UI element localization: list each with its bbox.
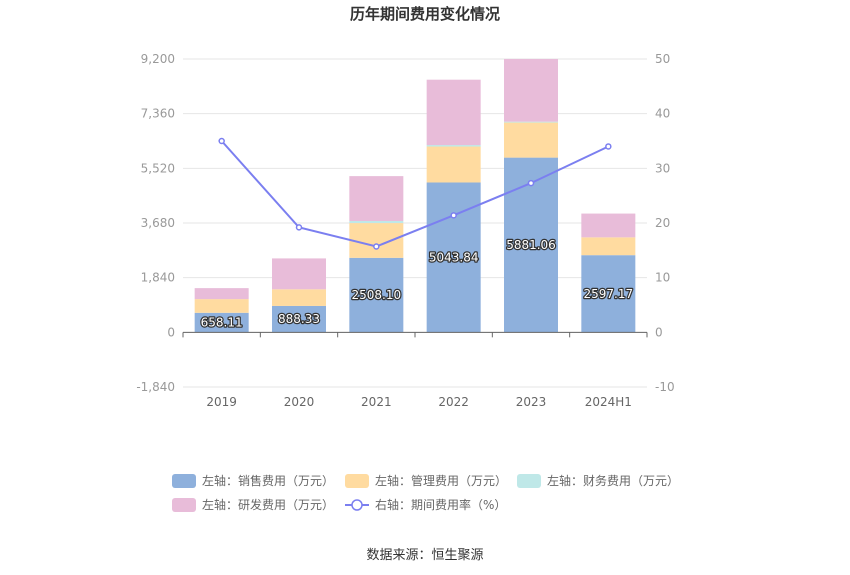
bar-segment (581, 255, 636, 333)
grid-lines (183, 58, 647, 388)
right-tick-label: 10 (655, 271, 670, 285)
bar-segment (194, 299, 249, 313)
x-tick-label: 2021 (361, 395, 392, 409)
right-axis-ticks: 50 40 30 20 10 0 -10 (655, 52, 675, 394)
legend-label: 右轴：期间费用率（%） (375, 497, 506, 512)
right-tick-label: 20 (655, 216, 670, 230)
bar-segment (349, 257, 404, 333)
left-tick-label: -1,840 (136, 380, 175, 394)
expense-rate-point (450, 212, 457, 219)
left-tick-label: 0 (167, 325, 175, 339)
bar-value-labels: 658.11 888.33 2508.10 5043.84 5881.06 2597.17 (199, 237, 634, 331)
right-tick-label: 30 (655, 161, 670, 175)
bar-segment (504, 121, 558, 123)
x-tick-label: 2023 (516, 395, 547, 409)
bar-segment (504, 58, 558, 122)
bar-segment (194, 288, 249, 300)
legend-swatch (345, 474, 369, 488)
expense-rate-point (605, 143, 612, 150)
bar-value-label: 888.33 (278, 312, 320, 326)
expense-rate-line-group (218, 137, 612, 250)
left-tick-label: 7,360 (141, 107, 175, 121)
expense-rate-point (295, 224, 303, 231)
left-tick-label: 5,520 (141, 161, 175, 175)
legend: 左轴：销售费用（万元） 左轴：管理费用（万元） 左轴：财务费用（万元） 左轴：研发费用… (172, 473, 679, 512)
x-tick-label: 2024H1 (585, 395, 632, 409)
bar-value-label: 5043.84 (429, 250, 479, 264)
bar-value-label: 5881.06 (506, 238, 556, 252)
legend-swatch (172, 474, 196, 488)
right-tick-label: 50 (655, 52, 670, 66)
x-axis: 2019 2020 2021 2022 2023 2024H1 (182, 331, 648, 409)
bar-segment (581, 237, 636, 256)
bar-segment (426, 79, 481, 146)
bar-value-label: 658.11 (201, 316, 243, 330)
chart-title: 历年期间费用变化情况 (350, 5, 500, 23)
bar-value-label: 2597.17 (584, 287, 634, 301)
expense-rate-point (373, 243, 380, 250)
x-tick-label: 2022 (438, 395, 469, 409)
right-tick-label: -10 (655, 380, 675, 394)
bar-segment (426, 146, 481, 183)
bar-segment (349, 223, 404, 258)
bar-stack-group (194, 58, 636, 333)
expense-rate-point (218, 137, 225, 145)
legend-marker (351, 499, 363, 511)
right-tick-label: 0 (655, 325, 663, 339)
bar-segment (349, 220, 404, 224)
bar-segment (272, 258, 326, 290)
expense-rate-point (527, 179, 535, 187)
left-tick-label: 1,840 (141, 271, 175, 285)
bar-segment (272, 289, 326, 306)
source-note: 数据来源：恒生聚源 (366, 548, 483, 563)
bar-segment (272, 305, 326, 333)
legend-swatch (172, 498, 196, 512)
bar-segment (426, 145, 481, 147)
legend-label: 左轴：销售费用（万元） (202, 473, 334, 488)
x-tick-label: 2020 (284, 395, 315, 409)
left-tick-label: 9,200 (141, 52, 175, 66)
legend-label: 左轴：研发费用（万元） (202, 497, 334, 512)
legend-label: 左轴：管理费用（万元） (375, 473, 507, 488)
bar-segment (581, 213, 636, 238)
bar-segment (194, 312, 249, 333)
bar-segment (504, 157, 558, 333)
bar-value-label: 2508.10 (352, 288, 402, 302)
legend-swatch (517, 474, 541, 488)
bar-segment (504, 122, 558, 158)
legend-label: 左轴：财务费用（万元） (547, 473, 679, 488)
left-tick-label: 3,680 (141, 216, 175, 230)
expense-rate-line (220, 140, 609, 248)
right-tick-label: 40 (655, 107, 670, 121)
x-tick-label: 2019 (206, 395, 237, 409)
bar-segment (349, 176, 404, 221)
left-axis-ticks: 9,200 7,360 5,520 3,680 1,840 0 -1,840 (136, 52, 175, 394)
